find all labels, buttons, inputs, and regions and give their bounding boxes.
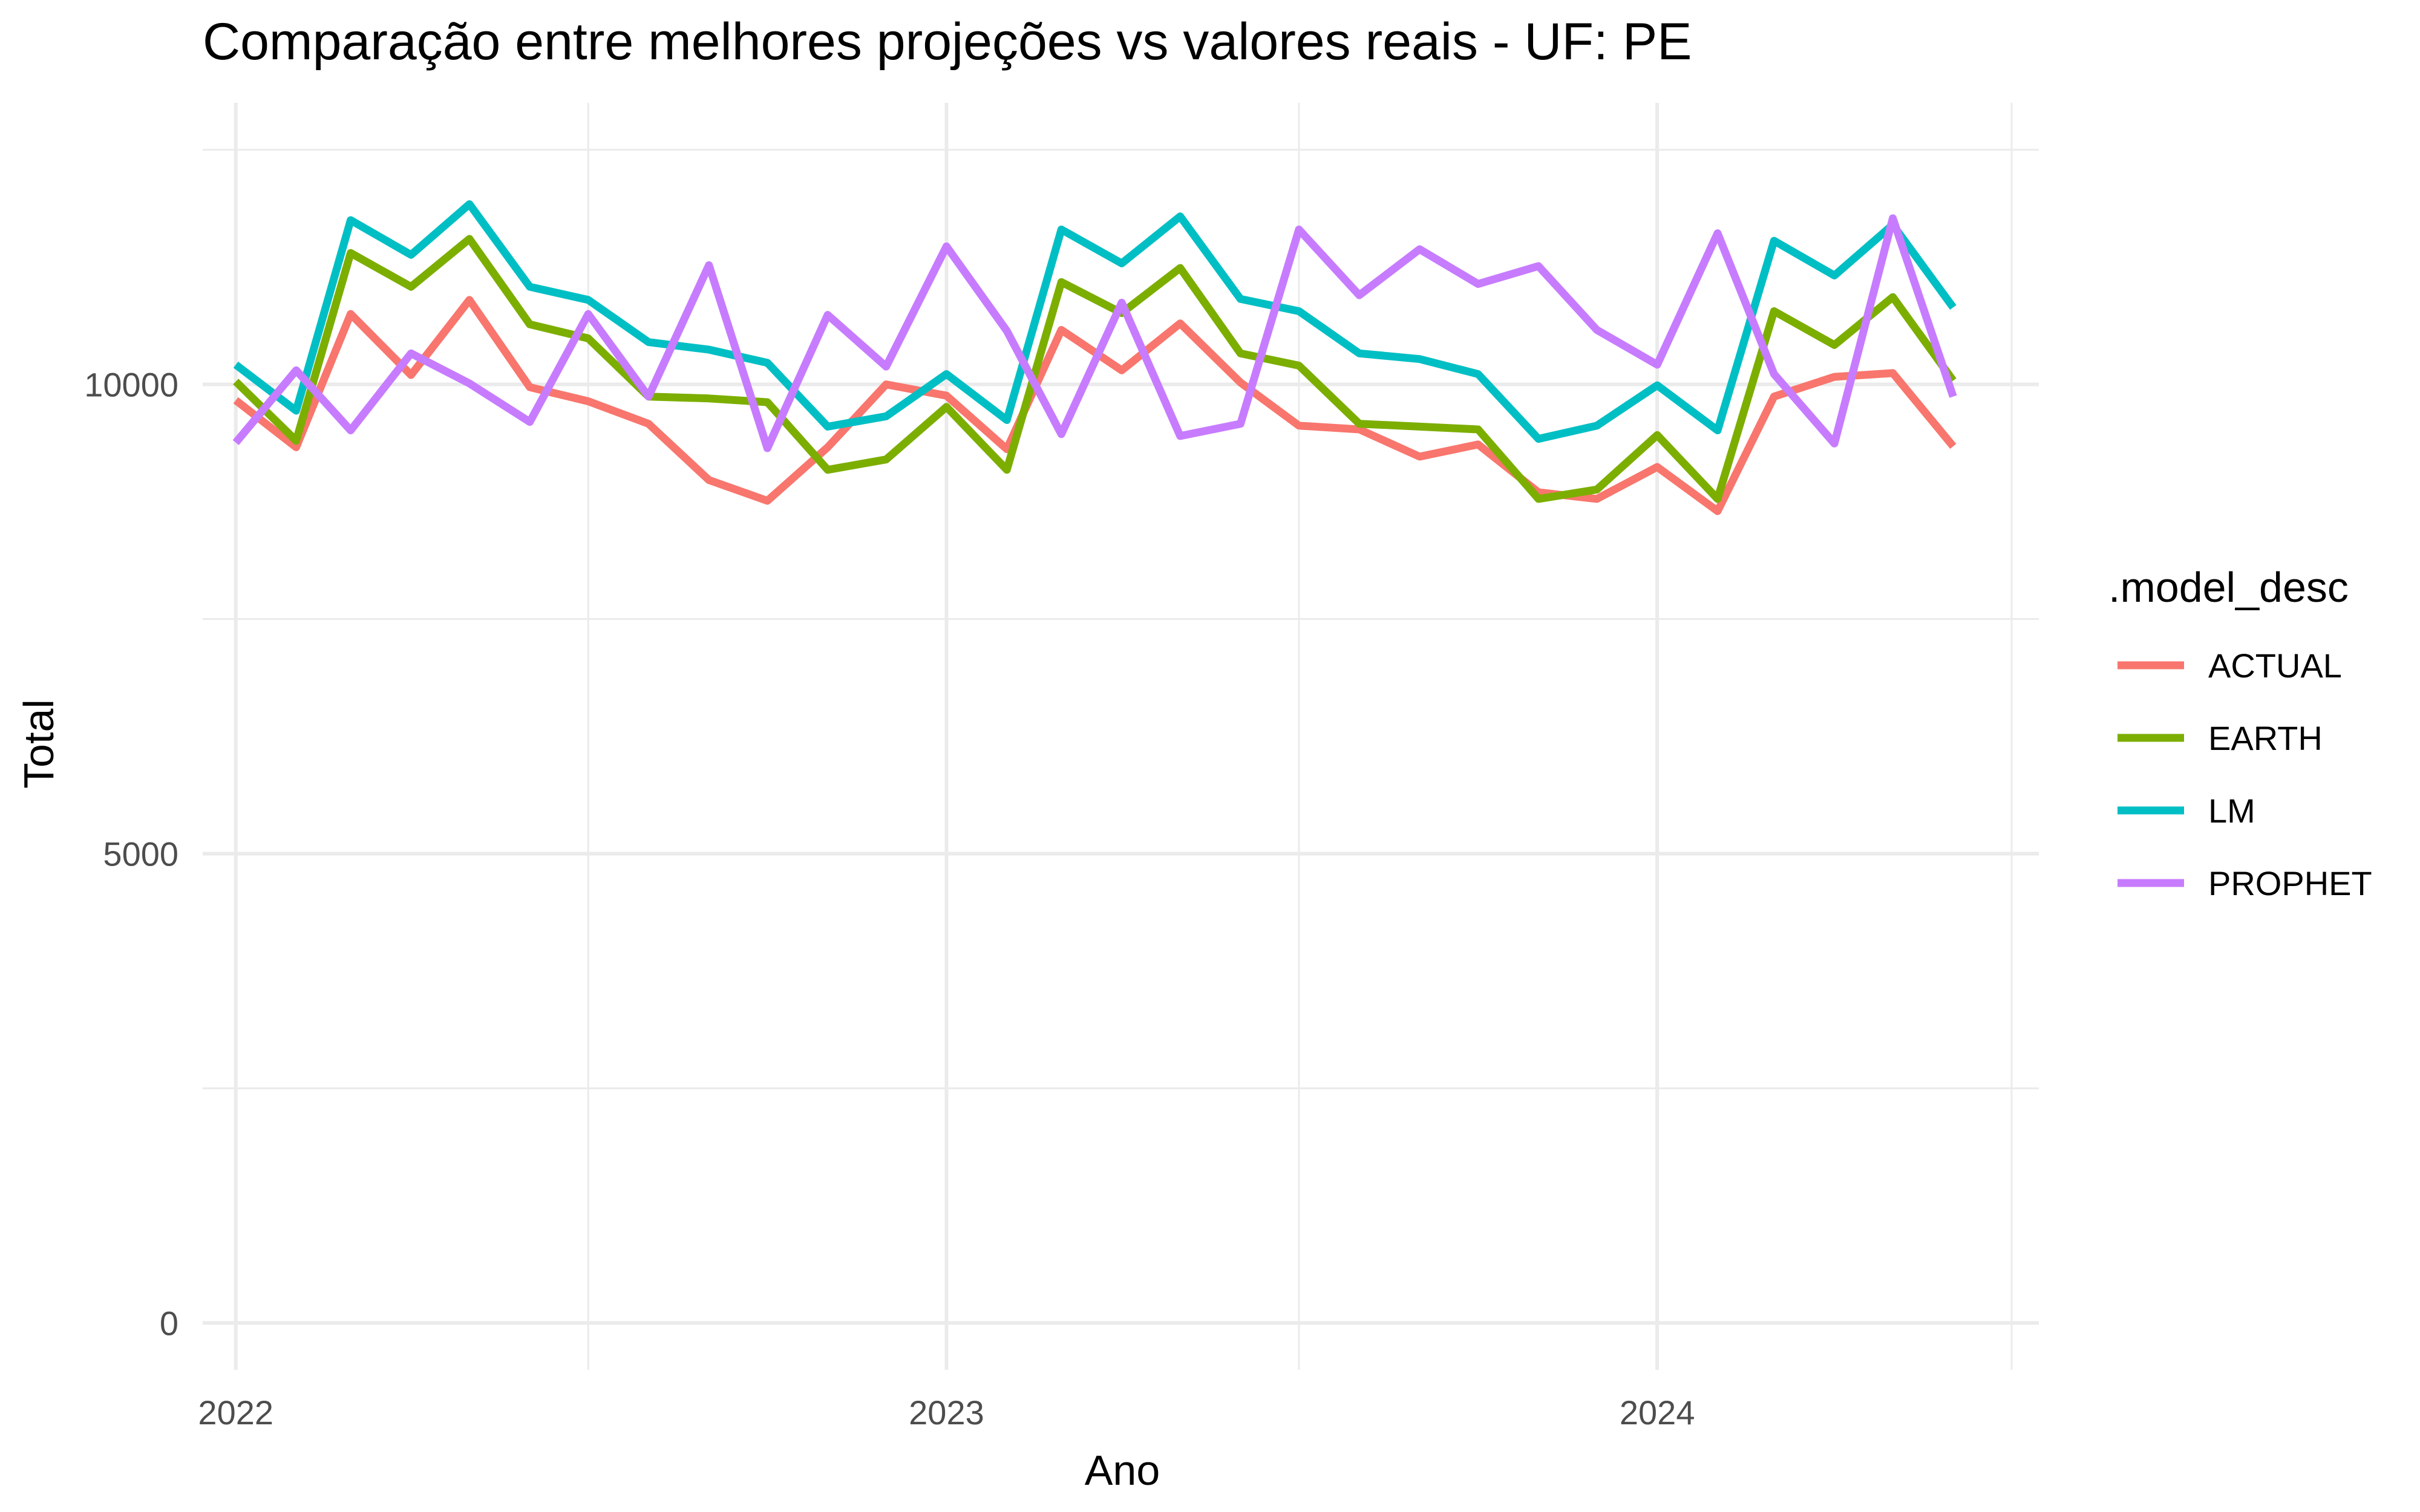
series-line-prophet (232, 214, 1957, 452)
legend-label: PROPHET (2208, 864, 2372, 902)
x-tick-label: 2024 (1620, 1393, 1695, 1432)
series-lines (232, 200, 1957, 515)
y-tick-label: 10000 (84, 366, 178, 404)
chart-title: Comparação entre melhores projeções vs v… (203, 13, 1692, 71)
legend-items: ACTUAL EARTH LM PROPHET (2118, 647, 2372, 902)
legend: .model_desc ACTUAL EARTH LM PROPHET (2108, 564, 2372, 902)
y-axis-title: Total (15, 699, 62, 789)
y-tick-label: 0 (160, 1304, 178, 1342)
legend-item-prophet: PROPHET (2118, 864, 2372, 902)
x-axis-title: Ano (1085, 1447, 1160, 1494)
legend-label: ACTUAL (2208, 647, 2342, 685)
series-line-actual (233, 296, 1957, 515)
legend-label: EARTH (2208, 719, 2323, 757)
legend-item-lm: LM (2118, 792, 2255, 830)
x-tick-label: 2023 (909, 1393, 984, 1432)
legend-title: .model_desc (2108, 564, 2349, 611)
legend-item-earth: EARTH (2118, 719, 2323, 757)
legend-item-actual: ACTUAL (2118, 647, 2342, 685)
series-line-earth (233, 235, 1957, 503)
grid (203, 103, 2039, 1370)
series-line-lm (233, 200, 1957, 443)
y-tick-label: 5000 (103, 835, 178, 873)
legend-label: LM (2208, 792, 2255, 830)
tick-labels: 0 5000 10000 2022 2023 2024 (84, 366, 1695, 1432)
x-tick-label: 2022 (198, 1393, 273, 1432)
